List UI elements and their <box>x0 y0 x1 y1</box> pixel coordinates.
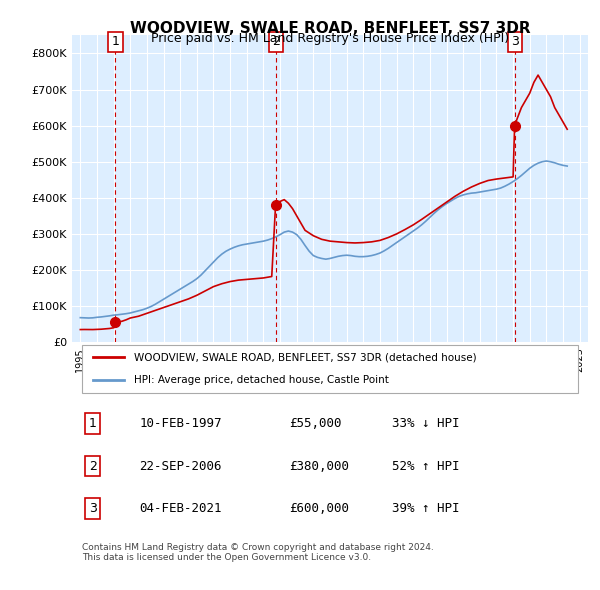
Text: 3: 3 <box>511 35 518 48</box>
Text: 33% ↓ HPI: 33% ↓ HPI <box>392 417 460 430</box>
Text: Price paid vs. HM Land Registry's House Price Index (HPI): Price paid vs. HM Land Registry's House … <box>151 32 509 45</box>
Text: Contains HM Land Registry data © Crown copyright and database right 2024.
This d: Contains HM Land Registry data © Crown c… <box>82 543 434 562</box>
Text: 2: 2 <box>89 460 97 473</box>
Text: £380,000: £380,000 <box>289 460 349 473</box>
Text: 39% ↑ HPI: 39% ↑ HPI <box>392 502 460 515</box>
Text: 2: 2 <box>272 35 280 48</box>
Text: WOODVIEW, SWALE ROAD, BENFLEET, SS7 3DR (detached house): WOODVIEW, SWALE ROAD, BENFLEET, SS7 3DR … <box>134 352 476 362</box>
Text: 3: 3 <box>89 502 97 515</box>
Text: HPI: Average price, detached house, Castle Point: HPI: Average price, detached house, Cast… <box>134 375 389 385</box>
Text: 10-FEB-1997: 10-FEB-1997 <box>139 417 221 430</box>
Text: 1: 1 <box>112 35 119 48</box>
Text: £600,000: £600,000 <box>289 502 349 515</box>
Text: £55,000: £55,000 <box>289 417 341 430</box>
FancyBboxPatch shape <box>82 345 578 393</box>
Text: 22-SEP-2006: 22-SEP-2006 <box>139 460 221 473</box>
Text: WOODVIEW, SWALE ROAD, BENFLEET, SS7 3DR: WOODVIEW, SWALE ROAD, BENFLEET, SS7 3DR <box>130 21 530 35</box>
Text: 1: 1 <box>89 417 97 430</box>
Text: 04-FEB-2021: 04-FEB-2021 <box>139 502 221 515</box>
Text: 52% ↑ HPI: 52% ↑ HPI <box>392 460 460 473</box>
